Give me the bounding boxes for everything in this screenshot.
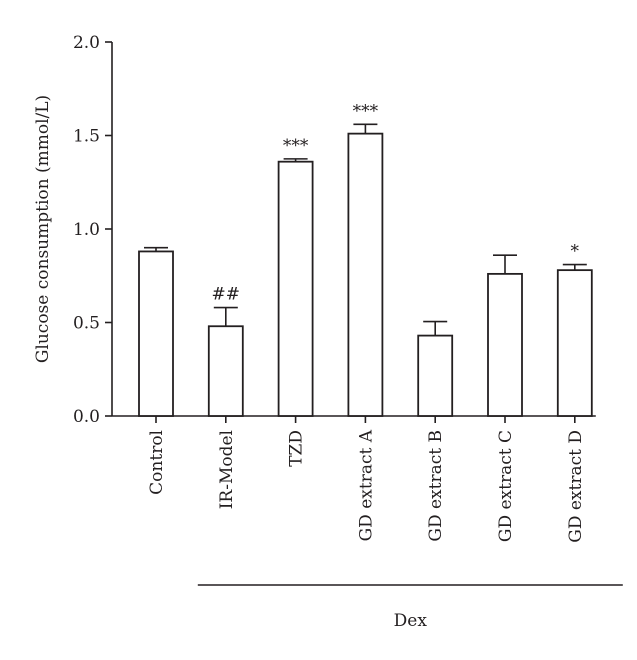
significance-mark: *	[571, 242, 580, 262]
category-label: GD extract A	[356, 429, 376, 541]
significance-mark: ***	[353, 101, 379, 121]
group-label: Dex	[394, 611, 428, 631]
bars	[138, 132, 593, 417]
y-tick-label: 1.0	[73, 220, 100, 240]
category-label: GD extract C	[496, 430, 516, 542]
category-label: GD extract B	[426, 430, 446, 542]
y-tick-label: 0.0	[73, 407, 100, 427]
category-label: Control	[147, 430, 167, 495]
bar	[487, 272, 523, 417]
significance-mark: ##	[212, 285, 241, 305]
significance-mark: ***	[283, 136, 309, 156]
bar	[347, 132, 384, 417]
y-tick-label: 1.5	[73, 127, 100, 147]
y-axis-label: Glucose consumption (mmol/L)	[33, 95, 53, 363]
bar	[556, 269, 593, 417]
bar	[138, 250, 174, 417]
bar	[207, 325, 244, 417]
y-tick-label: 0.5	[73, 314, 100, 334]
category-labels: Control IR-Model TZD GD extract A GD extract…	[147, 416, 586, 543]
bar	[277, 160, 314, 417]
annotations: ##*******	[212, 101, 580, 304]
bar	[417, 334, 454, 417]
error-bars	[144, 123, 587, 336]
y-tick-label: 2.0	[73, 33, 100, 53]
category-label: IR-Model	[217, 430, 237, 509]
category-label: GD extract D	[566, 430, 586, 543]
category-label: TZD	[287, 430, 307, 467]
